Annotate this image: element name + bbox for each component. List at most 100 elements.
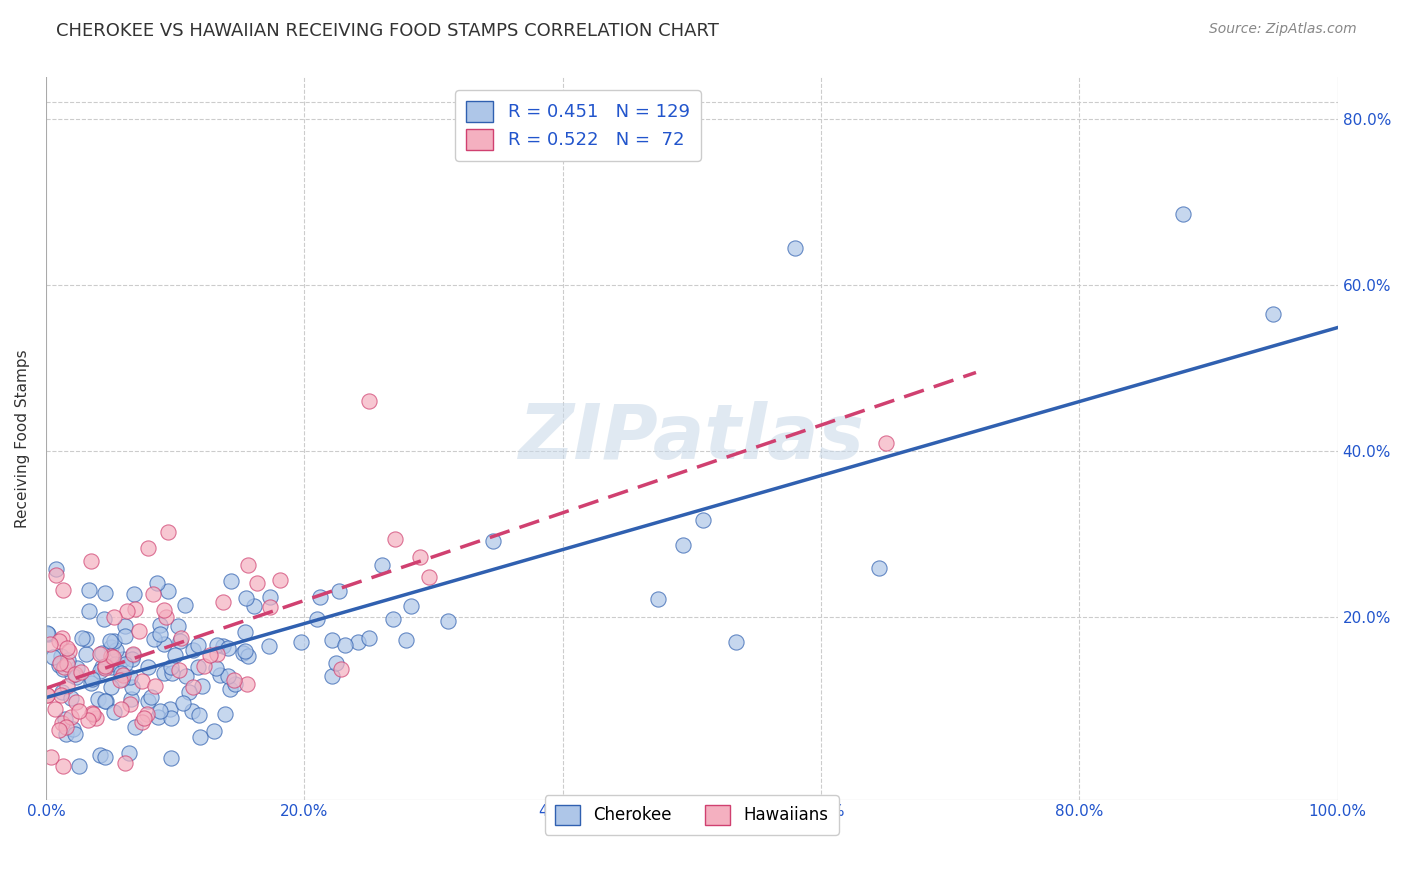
Point bbox=[48, 723, 70, 738]
Point bbox=[124, 720, 146, 734]
Point bbox=[44, 701, 66, 715]
Point bbox=[52, 662, 75, 676]
Point bbox=[370, 558, 392, 573]
Point bbox=[70, 632, 93, 646]
Point bbox=[48, 633, 70, 648]
Point bbox=[76, 713, 98, 727]
Point bbox=[66, 661, 89, 675]
Point bbox=[82, 672, 104, 686]
Point bbox=[153, 603, 176, 617]
Point bbox=[143, 632, 166, 646]
Point bbox=[160, 660, 183, 674]
Point bbox=[63, 727, 86, 741]
Y-axis label: Receiving Food Stamps: Receiving Food Stamps bbox=[15, 349, 30, 528]
Point bbox=[122, 647, 145, 661]
Point bbox=[108, 673, 131, 687]
Point bbox=[242, 599, 264, 614]
Point bbox=[53, 713, 76, 727]
Point bbox=[333, 638, 356, 652]
Point bbox=[56, 653, 79, 667]
Point bbox=[115, 604, 138, 618]
Point bbox=[65, 670, 87, 684]
Text: Source: ZipAtlas.com: Source: ZipAtlas.com bbox=[1209, 22, 1357, 37]
Point bbox=[152, 637, 174, 651]
Point bbox=[136, 707, 159, 722]
Point bbox=[259, 590, 281, 604]
Point bbox=[51, 685, 73, 699]
Point bbox=[149, 704, 172, 718]
Point bbox=[91, 646, 114, 660]
Point bbox=[357, 631, 380, 645]
Point bbox=[37, 688, 59, 702]
Point bbox=[55, 657, 77, 671]
Point bbox=[308, 591, 330, 605]
Point bbox=[187, 707, 209, 722]
Point bbox=[114, 756, 136, 771]
Point bbox=[167, 663, 190, 677]
Point bbox=[1261, 307, 1284, 321]
Point bbox=[141, 690, 163, 704]
Point bbox=[321, 669, 343, 683]
Point bbox=[174, 598, 197, 612]
Point bbox=[290, 635, 312, 649]
Point bbox=[37, 626, 59, 640]
Point bbox=[401, 599, 423, 613]
Point bbox=[238, 648, 260, 663]
Point bbox=[49, 648, 72, 663]
Point bbox=[37, 627, 59, 641]
Point bbox=[235, 591, 257, 605]
Point bbox=[49, 688, 72, 702]
Point bbox=[1171, 207, 1194, 221]
Point bbox=[121, 681, 143, 695]
Point bbox=[207, 639, 229, 653]
Point bbox=[418, 570, 440, 584]
Point bbox=[59, 710, 82, 724]
Point bbox=[77, 582, 100, 597]
Point bbox=[96, 658, 118, 673]
Point bbox=[211, 595, 233, 609]
Point bbox=[205, 661, 228, 675]
Point bbox=[55, 727, 77, 741]
Point bbox=[875, 435, 897, 450]
Point bbox=[124, 602, 146, 616]
Point bbox=[269, 573, 291, 587]
Point bbox=[146, 710, 169, 724]
Point bbox=[103, 705, 125, 719]
Point bbox=[131, 715, 153, 730]
Point bbox=[181, 705, 204, 719]
Point bbox=[198, 648, 221, 663]
Point bbox=[84, 710, 107, 724]
Point bbox=[98, 633, 121, 648]
Point bbox=[163, 648, 186, 662]
Point bbox=[96, 694, 118, 708]
Point bbox=[52, 759, 75, 773]
Point bbox=[155, 609, 177, 624]
Point bbox=[118, 670, 141, 684]
Point bbox=[89, 647, 111, 661]
Point bbox=[94, 694, 117, 708]
Point bbox=[724, 635, 747, 649]
Point bbox=[321, 633, 343, 648]
Point bbox=[409, 549, 432, 564]
Point bbox=[208, 668, 231, 682]
Point bbox=[65, 695, 87, 709]
Point bbox=[157, 524, 180, 539]
Point bbox=[181, 680, 204, 694]
Point bbox=[257, 639, 280, 653]
Point bbox=[148, 618, 170, 632]
Point bbox=[214, 707, 236, 722]
Point bbox=[114, 657, 136, 672]
Point bbox=[42, 649, 65, 664]
Point bbox=[60, 691, 83, 706]
Point bbox=[80, 554, 103, 568]
Point bbox=[103, 633, 125, 648]
Point bbox=[89, 747, 111, 762]
Point bbox=[37, 689, 59, 703]
Point bbox=[181, 643, 204, 657]
Point bbox=[111, 672, 134, 686]
Point bbox=[136, 660, 159, 674]
Point bbox=[103, 657, 125, 671]
Point bbox=[69, 759, 91, 773]
Point bbox=[82, 706, 104, 720]
Point bbox=[672, 538, 695, 552]
